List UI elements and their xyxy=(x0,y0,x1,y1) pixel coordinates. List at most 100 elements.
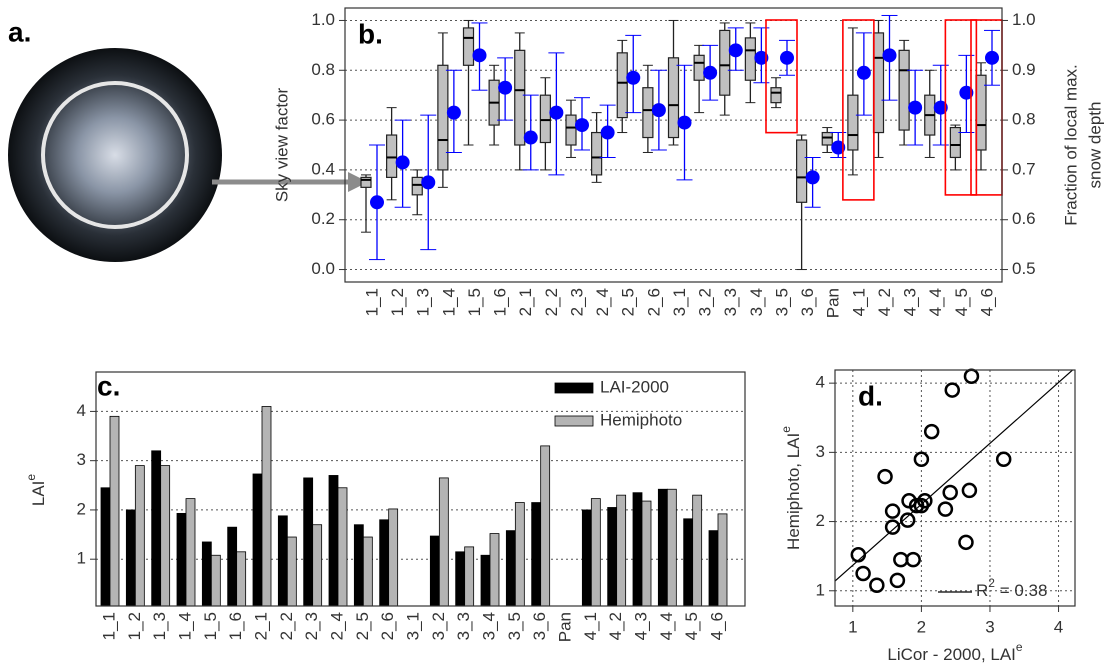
bar xyxy=(717,513,728,607)
x-tick-label: 4_3 xyxy=(901,288,920,316)
point xyxy=(959,85,974,100)
box xyxy=(616,52,628,119)
point xyxy=(884,503,901,519)
x-tick-label: 2_5 xyxy=(619,288,638,316)
x-axis-label-main: LiCor - 2000, LAI xyxy=(887,645,1016,664)
y-axis-label-sup: e xyxy=(779,426,793,433)
x-tick-label: 4_5 xyxy=(952,288,971,316)
y2-tick-label: 0.8 xyxy=(1012,110,1036,129)
x-tick-label: 1_3 xyxy=(414,288,433,316)
y-tick-label: 0.8 xyxy=(311,60,335,79)
bar xyxy=(505,530,516,607)
bar xyxy=(455,551,466,607)
x-tick-label: 1 xyxy=(848,617,857,636)
box xyxy=(898,49,910,131)
legend-label: Hemiphoto xyxy=(600,410,682,429)
box xyxy=(437,64,449,171)
bar xyxy=(201,541,212,607)
point xyxy=(933,100,948,115)
legend-swatch xyxy=(554,382,594,394)
point xyxy=(937,501,954,517)
box xyxy=(975,74,987,151)
y-tick-label: 3 xyxy=(77,450,86,469)
box xyxy=(411,176,423,196)
x-tick-label: 3_3 xyxy=(721,288,740,316)
x-tick-label: 4_1 xyxy=(849,288,868,316)
bar xyxy=(666,488,677,607)
point xyxy=(421,175,436,190)
panel-label: a. xyxy=(8,16,31,47)
bar xyxy=(632,492,643,607)
bar xyxy=(261,406,272,607)
point xyxy=(908,100,923,115)
point xyxy=(498,80,513,95)
bar xyxy=(531,502,542,607)
x-tick-label: 2_3 xyxy=(302,612,321,640)
point xyxy=(882,48,897,63)
bar xyxy=(252,473,263,607)
box xyxy=(591,131,603,176)
y2-tick-label: 0.6 xyxy=(1012,209,1036,228)
box xyxy=(796,139,808,203)
bar xyxy=(277,515,288,607)
fit-legend-label-rest: = 0.38 xyxy=(995,581,1047,600)
x-axis-label: LiCor - 2000, LAIe xyxy=(887,640,1023,664)
fit-legend-label-sup: 2 xyxy=(988,576,995,590)
y2-tick-label: 1.0 xyxy=(1012,10,1036,29)
x-tick-label: 3 xyxy=(985,617,994,636)
x-tick-label: 4_6 xyxy=(977,288,996,316)
y-tick-label: 4 xyxy=(816,373,825,392)
point xyxy=(626,70,641,85)
box xyxy=(514,49,526,146)
y2-tick-label: 0.7 xyxy=(1012,159,1036,178)
x-tick-label: 2_3 xyxy=(567,288,586,316)
bar xyxy=(590,498,601,607)
bar xyxy=(353,524,364,607)
x-tick-label: 4_6 xyxy=(707,612,726,640)
point xyxy=(889,572,906,589)
y2-axis-label: snow depth xyxy=(1085,102,1104,189)
bar xyxy=(337,487,348,607)
point xyxy=(893,551,909,568)
x-tick-label: 2_1 xyxy=(516,288,535,316)
bar xyxy=(134,465,145,607)
box xyxy=(565,114,577,146)
x-tick-label: 1_1 xyxy=(99,612,118,640)
hemispherical-photo xyxy=(8,48,368,262)
x-tick-label: 3_1 xyxy=(403,612,422,640)
x-axis-label-sup: e xyxy=(1016,640,1023,654)
y-tick-label: 4 xyxy=(77,401,86,420)
box xyxy=(821,131,833,146)
x-tick-label: 2_2 xyxy=(542,288,561,316)
x-tick-label: 2_6 xyxy=(644,288,663,316)
x-tick-label: 1_4 xyxy=(175,612,194,640)
x-tick-label: 3_2 xyxy=(696,288,715,316)
x-tick-label: 3_1 xyxy=(670,288,689,316)
bar xyxy=(100,487,111,607)
point xyxy=(917,493,933,509)
bar xyxy=(388,508,399,607)
point xyxy=(855,565,871,582)
bar xyxy=(379,519,390,607)
bar xyxy=(438,477,449,607)
x-tick-label: 3_5 xyxy=(505,612,524,640)
bar xyxy=(581,509,592,607)
bar xyxy=(227,526,238,607)
bar xyxy=(125,509,136,607)
point xyxy=(901,493,917,509)
x-tick-label: 3_2 xyxy=(429,612,448,640)
box xyxy=(642,87,654,139)
x-tick-label: 2_5 xyxy=(353,612,372,640)
y-tick-label: 1 xyxy=(816,580,825,599)
x-tick-label: 4_2 xyxy=(875,288,894,316)
y-axis-label: Hemiphoto, LAIe xyxy=(779,426,803,550)
x-tick-label: 2_4 xyxy=(593,288,612,316)
x-tick-label: 1_3 xyxy=(150,612,169,640)
point xyxy=(395,155,410,170)
y-tick-label: 1 xyxy=(77,549,86,568)
bar xyxy=(210,554,221,607)
point xyxy=(831,140,846,155)
x-tick-label: 4_4 xyxy=(926,288,945,316)
x-tick-label: 2_6 xyxy=(378,612,397,640)
